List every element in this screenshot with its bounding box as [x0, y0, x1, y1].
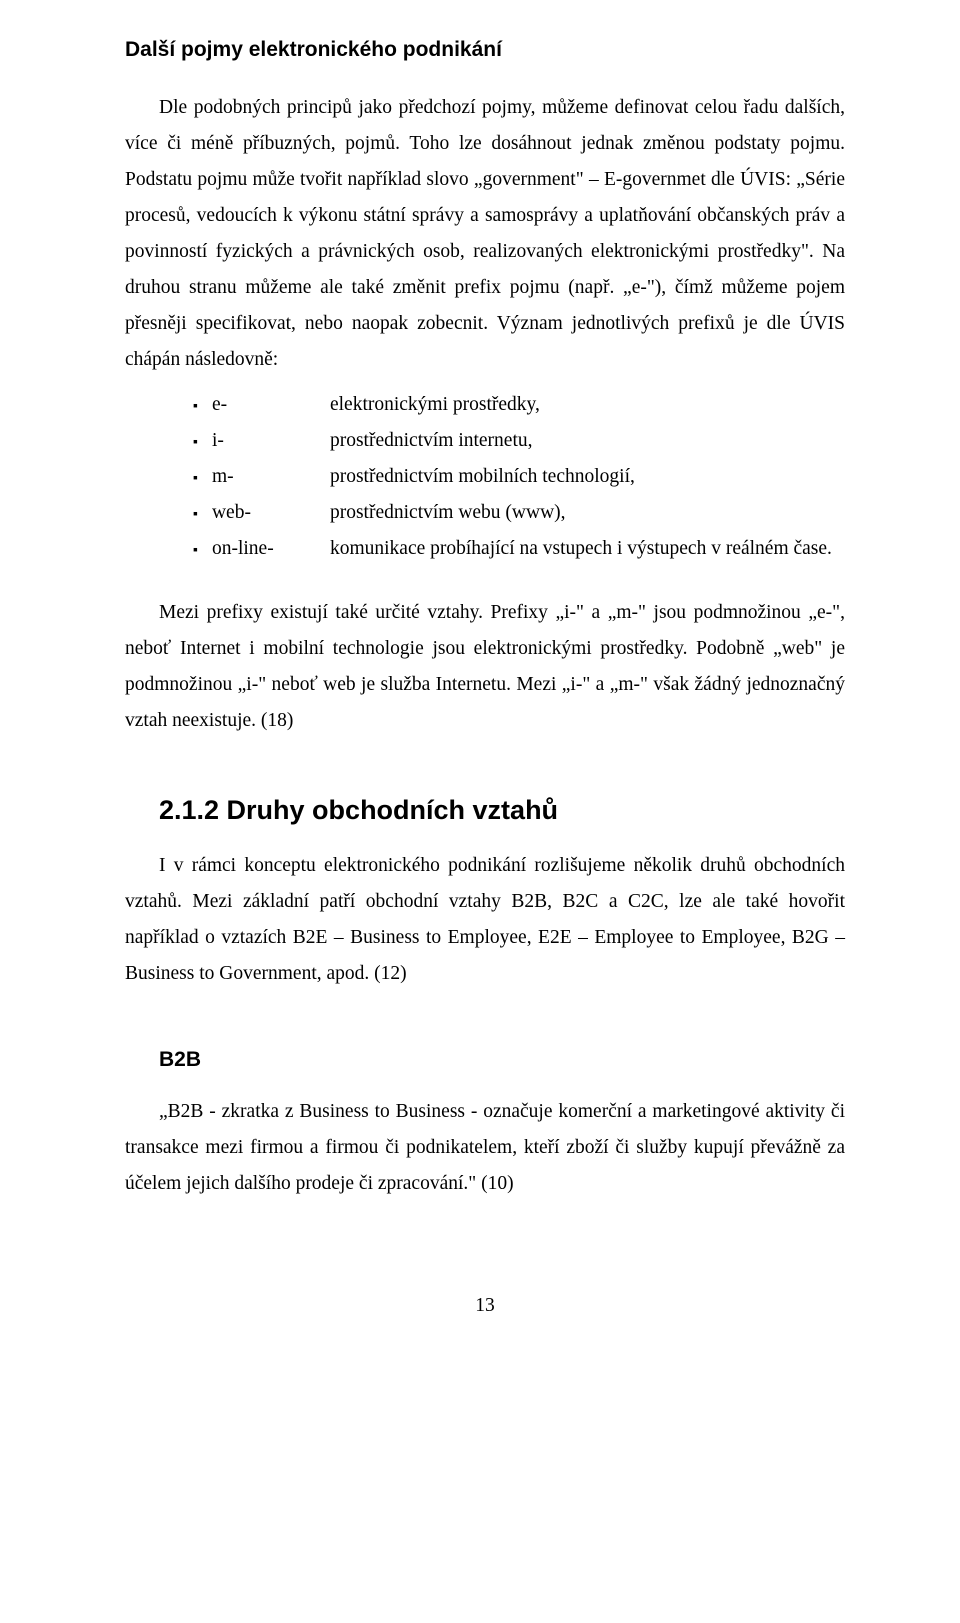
- section-heading-b2b: B2B: [159, 1048, 845, 1072]
- prefix-definition: prostřednictvím webu (www),: [330, 495, 566, 531]
- list-item: e- elektronickými prostředky,: [125, 387, 845, 423]
- prefix-definition: elektronickými prostředky,: [330, 387, 540, 423]
- paragraph-prefix-relations: Mezi prefixy existují také určité vztahy…: [125, 595, 845, 739]
- prefix-label: web-: [212, 495, 330, 531]
- document-page: Další pojmy elektronického podnikání Dle…: [0, 0, 960, 1623]
- prefix-label: m-: [212, 459, 330, 495]
- section-heading-further-terms: Další pojmy elektronického podnikání: [125, 38, 845, 62]
- list-item: web- prostřednictvím webu (www),: [125, 495, 845, 531]
- paragraph-b2b: „B2B - zkratka z Business to Business - …: [125, 1094, 845, 1202]
- prefix-definition: prostřednictvím mobilních technologií,: [330, 459, 635, 495]
- section-heading-business-types: 2.1.2 Druhy obchodních vztahů: [159, 795, 845, 826]
- prefix-label: e-: [212, 387, 330, 423]
- paragraph-intro: Dle podobných principů jako předchozí po…: [125, 90, 845, 379]
- list-item: on-line- komunikace probíhající na vstup…: [125, 531, 845, 567]
- list-item: i- prostřednictvím internetu,: [125, 423, 845, 459]
- prefix-definition: komunikace probíhající na vstupech i výs…: [330, 531, 832, 567]
- list-item: m- prostřednictvím mobilních technologií…: [125, 459, 845, 495]
- page-number: 13: [125, 1295, 845, 1317]
- paragraph-business-types: I v rámci konceptu elektronického podnik…: [125, 848, 845, 992]
- prefix-label: on-line-: [212, 531, 330, 567]
- prefix-list: e- elektronickými prostředky, i- prostře…: [125, 387, 845, 567]
- prefix-definition: prostřednictvím internetu,: [330, 423, 533, 459]
- prefix-label: i-: [212, 423, 330, 459]
